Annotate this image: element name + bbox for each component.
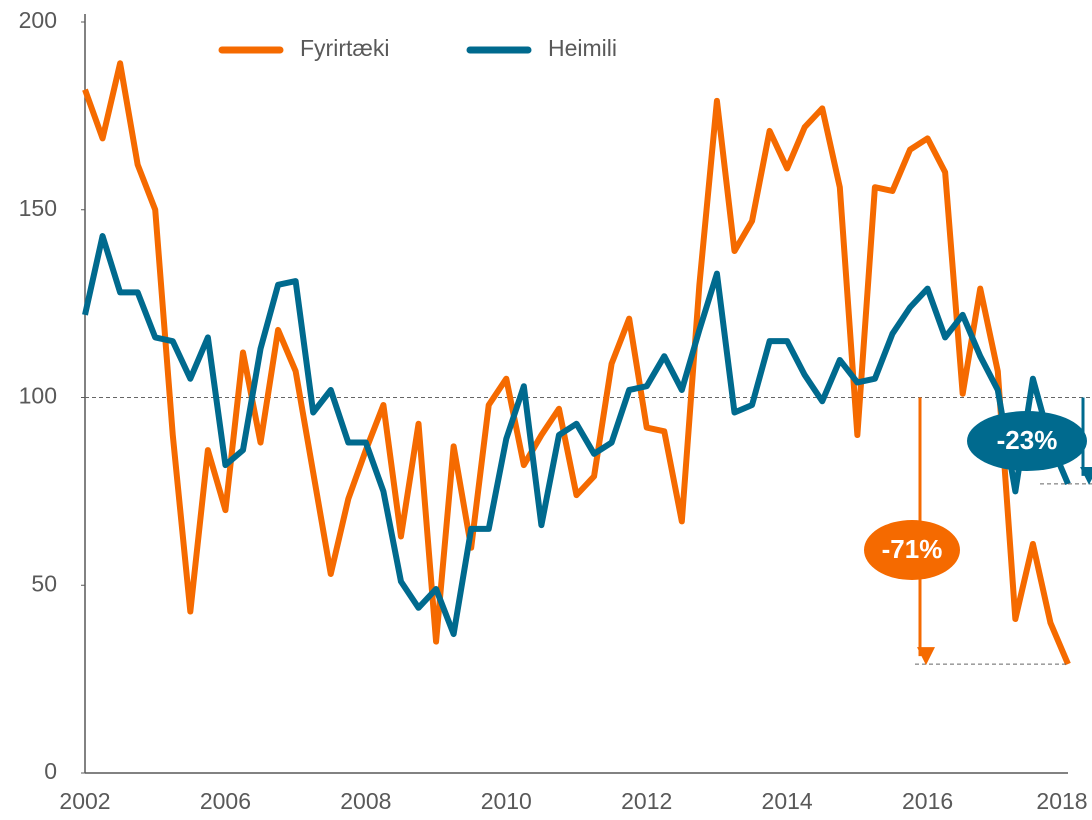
x-tick-label: 2014	[762, 788, 813, 814]
y-tick-label: 100	[19, 383, 57, 409]
annotation-badge	[967, 411, 1087, 471]
x-tick-label: 2006	[200, 788, 251, 814]
x-tick-label: 2012	[621, 788, 672, 814]
series-line	[82, 60, 1071, 666]
y-tick-label: 150	[19, 195, 57, 221]
y-tick-label: 200	[19, 7, 57, 33]
y-tick-label: 50	[31, 570, 57, 596]
x-tick-label: 2010	[481, 788, 532, 814]
annotation-label: -71%	[882, 534, 943, 564]
legend-label: Fyrirtæki	[300, 35, 389, 61]
annotation-badge	[864, 520, 960, 580]
x-tick-label: 2002	[59, 788, 110, 814]
x-tick-label: 2018	[1036, 788, 1087, 814]
x-tick-label: 2016	[902, 788, 953, 814]
series-line	[82, 233, 1071, 638]
x-tick-label: 2008	[340, 788, 391, 814]
legend-label: Heimili	[548, 35, 617, 61]
y-tick-label: 0	[44, 758, 57, 784]
annotation-label: -23%	[997, 425, 1058, 455]
